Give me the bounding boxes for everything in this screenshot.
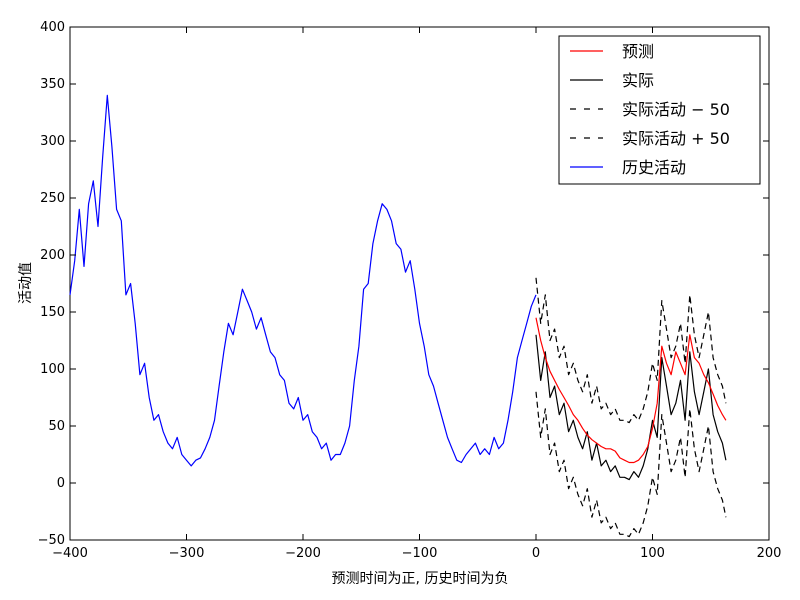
ticks-layer: −400 −300 −200 −100 0 100 200 −50 0 50 100 150 200 25… [38,20,782,561]
y-tick-label: 400 [40,20,65,35]
series-line-history [69,94,537,467]
y-tick-label: 300 [40,134,65,149]
legend-label: 历史活动 [622,158,686,177]
series-layer [69,94,727,538]
x-tick-label: −100 [402,546,438,561]
y-axis-label: 活动值 [18,262,34,304]
legend-label: 实际活动 − 50 [622,100,730,119]
legend-label: 实际 [622,71,654,90]
y-tick-label: 250 [40,191,65,206]
y-tick-label: 50 [48,419,65,434]
x-tick-label: −200 [285,546,321,561]
x-tick-label: 0 [532,546,540,561]
legend-box [558,35,761,185]
x-axis-label: 预测时间为正, 历史时间为负 [332,571,509,587]
x-tick-label: 100 [640,546,665,561]
series-line-forecast [535,317,727,464]
y-tick-label: 100 [40,362,65,377]
series-line-actual [535,334,727,481]
y-tick-label: 150 [40,305,65,320]
legend-label: 预测 [622,42,654,61]
y-tick-label: 200 [40,248,65,263]
x-tick-label: −400 [52,546,88,561]
y-tick-label: −50 [38,533,65,548]
legend-label: 实际活动 + 50 [622,129,730,148]
y-tick-label: 0 [57,476,65,491]
x-tick-label: 200 [757,546,782,561]
y-tick-label: 350 [40,77,65,92]
series-line-actual-minus-50 [535,391,727,538]
series-line-actual-plus-50 [535,277,727,424]
x-tick-label: −300 [169,546,205,561]
